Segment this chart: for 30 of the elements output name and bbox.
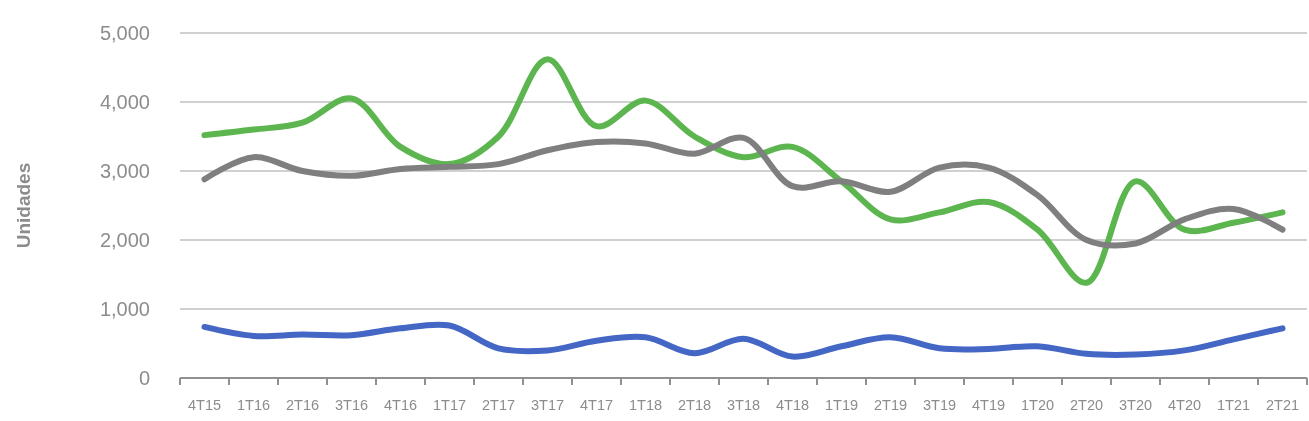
x-tick-label: 3T20 [1118, 397, 1153, 413]
x-tick-label: 1T21 [1216, 397, 1251, 413]
x-tick-label: 1T16 [236, 397, 271, 413]
x-tick-label: 2T19 [873, 397, 908, 413]
x-tick-label: 1T19 [824, 397, 859, 413]
x-tick-label: 2T21 [1265, 397, 1300, 413]
y-tick-label: 5,000 [99, 22, 150, 44]
y-tick-label: 4,000 [99, 91, 150, 113]
x-tick-label: 2T20 [1069, 397, 1104, 413]
x-tick-label: 4T15 [187, 397, 222, 413]
y-tick-label: 0 [138, 367, 150, 389]
x-tick-label: 2T16 [285, 397, 320, 413]
y-tick-label: 2,000 [99, 229, 150, 251]
x-tick-label: 3T17 [530, 397, 565, 413]
x-tick-label: 4T17 [579, 397, 614, 413]
y-axis-title: Unidades [13, 162, 34, 249]
x-tick-label: 4T16 [383, 397, 418, 413]
x-tick-label: 4T20 [1167, 397, 1202, 413]
x-tick-label: 1T18 [628, 397, 663, 413]
x-tick-label: 1T20 [1020, 397, 1055, 413]
x-tick-label: 4T18 [775, 397, 810, 413]
x-tick-label: 2T18 [677, 397, 712, 413]
x-tick-label: 3T18 [726, 397, 761, 413]
x-tick-label: 1T17 [432, 397, 467, 413]
x-tick-label: 2T17 [481, 397, 516, 413]
x-tick-label: 4T19 [971, 397, 1006, 413]
x-tick-label: 3T19 [922, 397, 957, 413]
y-tick-label: 1,000 [99, 298, 150, 320]
x-tick-label: 3T16 [334, 397, 369, 413]
y-tick-label: 3,000 [99, 160, 150, 182]
